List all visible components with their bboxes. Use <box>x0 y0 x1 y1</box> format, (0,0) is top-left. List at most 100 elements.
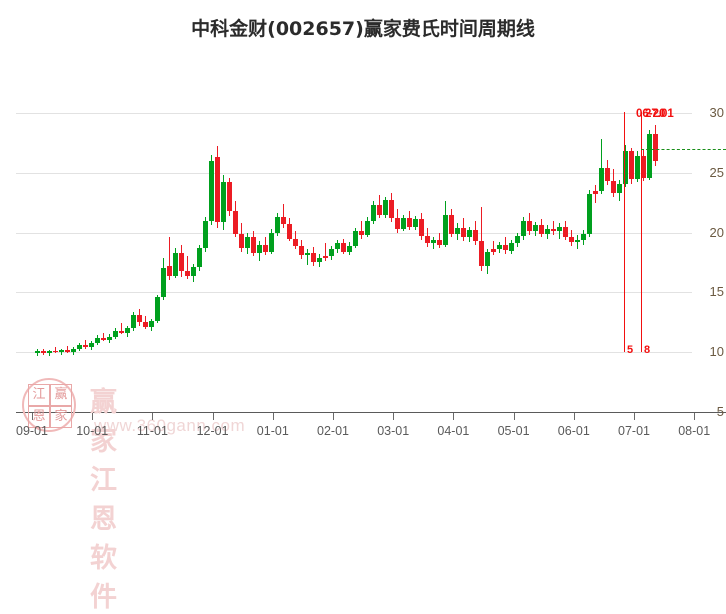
candle-body <box>275 217 280 233</box>
x-axis-tick-label: 03-01 <box>377 424 410 438</box>
candle-body <box>239 233 244 249</box>
candle-body <box>269 232 274 252</box>
candle-body <box>323 256 328 258</box>
candle-body <box>563 226 568 238</box>
candle-body <box>335 243 340 250</box>
candle-body <box>317 257 322 263</box>
candle-body <box>479 240 484 267</box>
gridline <box>16 172 692 174</box>
candle-body <box>113 330 118 337</box>
x-axis-tick-label: 12-01 <box>196 424 229 438</box>
candle-body <box>635 156 640 179</box>
candle-body <box>617 183 622 194</box>
candle-body <box>251 237 256 253</box>
candle-body <box>587 194 592 234</box>
x-axis-tick-label: 08-01 <box>678 424 711 438</box>
candle-body <box>461 227 466 238</box>
candle-body <box>413 219 418 227</box>
candle-body <box>575 239 580 243</box>
candle-body <box>569 237 574 243</box>
candle-body <box>437 239 442 245</box>
candle-body <box>107 336 112 341</box>
candle-body <box>311 252 316 263</box>
candle-body <box>299 245 304 256</box>
candle-body <box>431 239 436 244</box>
candle-wick <box>577 234 578 250</box>
candle-body <box>143 322 148 328</box>
candle-body <box>497 244 502 250</box>
candle-body <box>287 224 292 239</box>
y-axis-tick-label: 10 <box>709 344 724 360</box>
gridline <box>16 112 692 114</box>
x-axis-tick <box>573 413 575 420</box>
candle-body <box>503 244 508 251</box>
candle-wick <box>325 243 326 262</box>
candle-body <box>629 151 634 179</box>
y-axis-tick-label: 30 <box>709 104 724 120</box>
candle-body <box>509 243 514 251</box>
candle-body <box>233 211 238 234</box>
candle-body <box>449 214 454 234</box>
candle-body <box>185 270 190 276</box>
candle-wick <box>307 249 308 265</box>
candle-body <box>95 337 100 343</box>
candle-body <box>89 342 94 348</box>
chart-title: 中科金财(002657)赢家费氏时间周期线 <box>191 18 535 40</box>
candle-body <box>371 205 376 221</box>
candle-body <box>197 248 202 268</box>
candle-body <box>101 337 106 341</box>
plot-area <box>16 95 692 413</box>
candle-body <box>473 230 478 241</box>
candle-wick <box>55 347 56 354</box>
candle-body <box>425 236 430 244</box>
candle-body <box>527 220 532 232</box>
candle-body <box>137 315 142 323</box>
candle-wick <box>553 220 554 235</box>
y-axis-tick-label: 25 <box>709 164 724 180</box>
candle-wick <box>85 340 86 349</box>
candle-body <box>83 345 88 348</box>
candle-body <box>539 225 544 234</box>
candle-body <box>383 200 388 215</box>
candle-body <box>491 249 496 252</box>
candle-body <box>653 134 658 161</box>
y-axis-tick-label: 20 <box>709 224 724 240</box>
candle-body <box>533 225 538 232</box>
candle-body <box>47 350 52 354</box>
candle-body <box>263 244 268 252</box>
candle-body <box>485 251 490 267</box>
candle-body <box>281 217 286 225</box>
candle-body <box>353 231 358 246</box>
x-axis-tick-label: 06-01 <box>557 424 590 438</box>
candle-body <box>215 157 220 222</box>
candle-body <box>227 182 232 212</box>
candle-body <box>545 228 550 234</box>
candle-body <box>407 218 412 227</box>
fib-vertical-line-label-1: 5 <box>627 344 634 356</box>
candle-body <box>467 230 472 238</box>
candle-body <box>443 214 448 245</box>
candle-body <box>593 190 598 195</box>
candle-body <box>203 220 208 249</box>
candle-body <box>41 350 46 354</box>
x-axis-tick-label: 07-01 <box>618 424 650 438</box>
annotation-price-label: 27.01 <box>645 108 674 120</box>
x-axis-tick-label: 01-01 <box>256 424 289 438</box>
candle-body <box>35 350 40 354</box>
candle-body <box>53 350 58 353</box>
candle-body <box>179 252 184 271</box>
candle-wick <box>601 139 602 195</box>
candle-body <box>377 205 382 215</box>
x-axis-tick <box>634 413 635 420</box>
y-axis-tick-label: 15 <box>709 284 724 300</box>
fib-vertical-line-2 <box>641 112 642 352</box>
candle-body <box>647 134 652 178</box>
candle-body <box>389 200 394 219</box>
x-axis-tick <box>333 413 334 420</box>
x-axis-tick-label: 11-01 <box>136 424 168 438</box>
y-axis-tick-label: 5 <box>716 404 724 419</box>
x-axis-tick <box>513 413 515 420</box>
x-axis-tick <box>212 413 214 420</box>
candle-body <box>245 237 250 249</box>
candle-body <box>395 218 400 229</box>
